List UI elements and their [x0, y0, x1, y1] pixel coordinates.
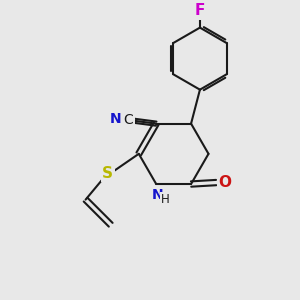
Text: O: O: [218, 175, 232, 190]
Text: C: C: [123, 113, 133, 128]
Text: S: S: [102, 166, 113, 181]
Text: N: N: [110, 112, 121, 126]
Text: H: H: [161, 194, 170, 206]
Text: N: N: [151, 188, 163, 202]
Text: F: F: [195, 3, 205, 18]
